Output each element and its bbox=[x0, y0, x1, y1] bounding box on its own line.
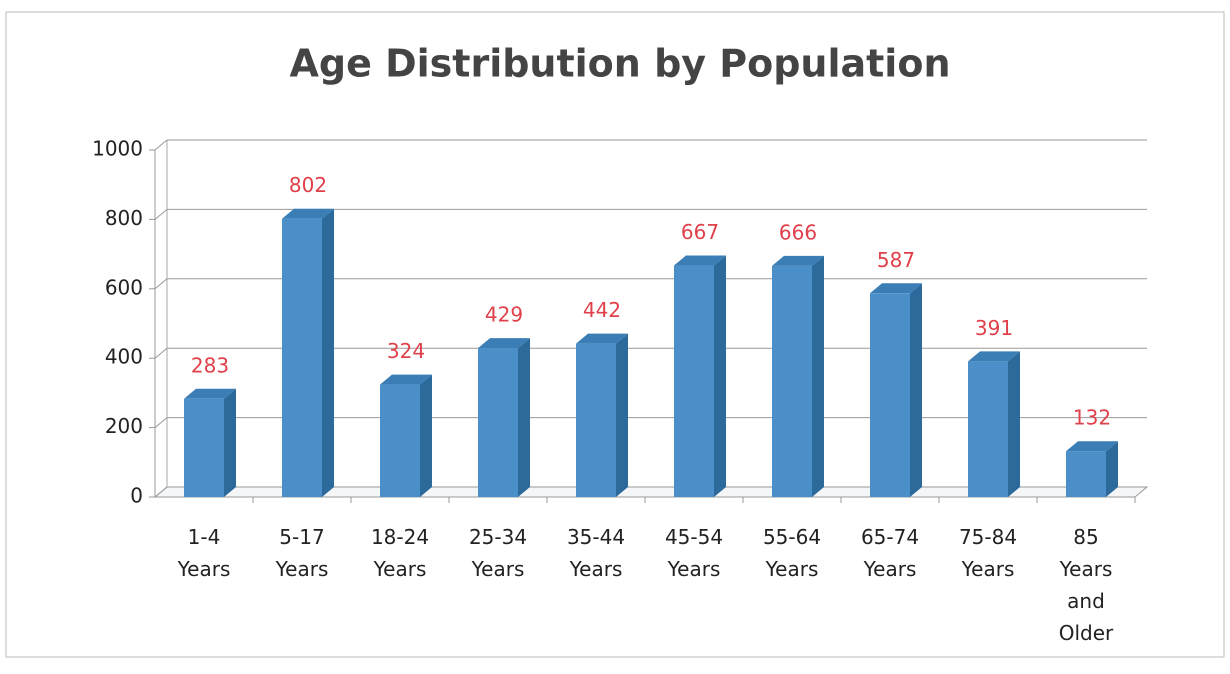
bar-top bbox=[772, 255, 824, 266]
x-tick-label: 85 Years and Older bbox=[1058, 525, 1114, 645]
x-tick-label: 75-84 Years bbox=[958, 525, 1018, 581]
value-label: 283 bbox=[191, 353, 229, 377]
bar bbox=[380, 374, 432, 497]
y-tick-label: 200 bbox=[105, 414, 143, 438]
y-tick-label: 0 bbox=[130, 484, 143, 508]
bar-front bbox=[380, 384, 420, 497]
value-label: 132 bbox=[1073, 406, 1111, 430]
value-label: 587 bbox=[877, 248, 915, 272]
y-tick-label: 600 bbox=[105, 275, 143, 299]
bar-front bbox=[1066, 451, 1106, 497]
bar-side bbox=[1106, 441, 1118, 497]
bar-side bbox=[812, 255, 824, 497]
x-tick-label: 5-17 Years bbox=[275, 525, 329, 581]
bar-top bbox=[576, 333, 628, 344]
bar-side bbox=[322, 208, 334, 497]
x-tick-label: 1-4 Years bbox=[177, 525, 231, 581]
bar-front bbox=[870, 293, 910, 497]
y-tick-label: 1000 bbox=[92, 137, 143, 161]
bar bbox=[282, 208, 334, 497]
bar bbox=[674, 255, 726, 497]
bar-top bbox=[1066, 441, 1118, 452]
y-tick-label: 400 bbox=[105, 345, 143, 369]
x-tick-label: 25-34 Years bbox=[468, 525, 528, 581]
bar-side bbox=[910, 283, 922, 497]
bar-top bbox=[870, 283, 922, 294]
bar-top bbox=[968, 351, 1020, 362]
bar-side bbox=[420, 374, 432, 497]
bar bbox=[968, 351, 1020, 497]
grid-line bbox=[154, 347, 168, 359]
bar bbox=[772, 255, 824, 497]
bar bbox=[576, 333, 628, 497]
value-label: 442 bbox=[583, 298, 621, 322]
x-tick-label: 35-44 Years bbox=[566, 525, 626, 581]
bar bbox=[1066, 441, 1118, 497]
grid-line bbox=[154, 139, 168, 151]
bar-front bbox=[184, 398, 224, 497]
bar-top bbox=[380, 374, 432, 385]
bar-side bbox=[616, 333, 628, 497]
value-label: 429 bbox=[485, 303, 523, 327]
y-tick-label: 800 bbox=[105, 206, 143, 230]
bar-side bbox=[518, 338, 530, 497]
bar-front bbox=[576, 343, 616, 497]
bar-top bbox=[282, 208, 334, 219]
chart-title: Age Distribution by Population bbox=[290, 42, 951, 86]
bar-side bbox=[1008, 351, 1020, 497]
bar-top bbox=[184, 388, 236, 399]
x-tick-label: 45-54 Years bbox=[664, 525, 724, 581]
value-label: 666 bbox=[779, 220, 817, 244]
value-label: 324 bbox=[387, 339, 425, 363]
bar bbox=[478, 338, 530, 497]
bar-top bbox=[478, 338, 530, 349]
bar bbox=[184, 388, 236, 497]
bar-side bbox=[224, 388, 236, 497]
bar-front bbox=[772, 265, 812, 497]
value-label: 667 bbox=[681, 220, 719, 244]
grid-line bbox=[154, 278, 168, 290]
bar-front bbox=[478, 348, 518, 497]
value-label: 391 bbox=[975, 316, 1013, 340]
x-tick-label: 65-74 Years bbox=[860, 525, 920, 581]
bar-front bbox=[282, 218, 322, 497]
bar-front bbox=[674, 265, 714, 497]
x-tick-label: 55-64 Years bbox=[762, 525, 822, 581]
bar bbox=[870, 283, 922, 497]
grid-line bbox=[154, 209, 168, 220]
bar-top bbox=[674, 255, 726, 266]
grid-line bbox=[154, 417, 168, 428]
value-label: 802 bbox=[289, 173, 327, 197]
bar-front bbox=[968, 361, 1008, 497]
grid-line bbox=[154, 486, 168, 498]
x-tick-label: 18-24 Years bbox=[370, 525, 430, 581]
bar-side bbox=[714, 255, 726, 497]
chart-frame bbox=[5, 11, 1225, 658]
